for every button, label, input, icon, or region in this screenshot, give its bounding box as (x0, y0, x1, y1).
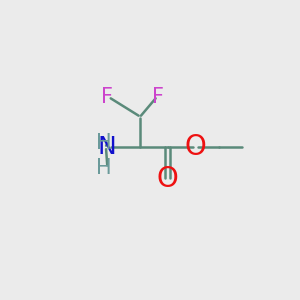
Text: H: H (96, 158, 112, 178)
Text: O: O (185, 133, 206, 161)
Text: O: O (157, 165, 178, 193)
Text: N: N (98, 135, 117, 159)
Text: F: F (152, 87, 164, 107)
Text: H: H (96, 134, 112, 153)
Text: F: F (101, 87, 113, 107)
